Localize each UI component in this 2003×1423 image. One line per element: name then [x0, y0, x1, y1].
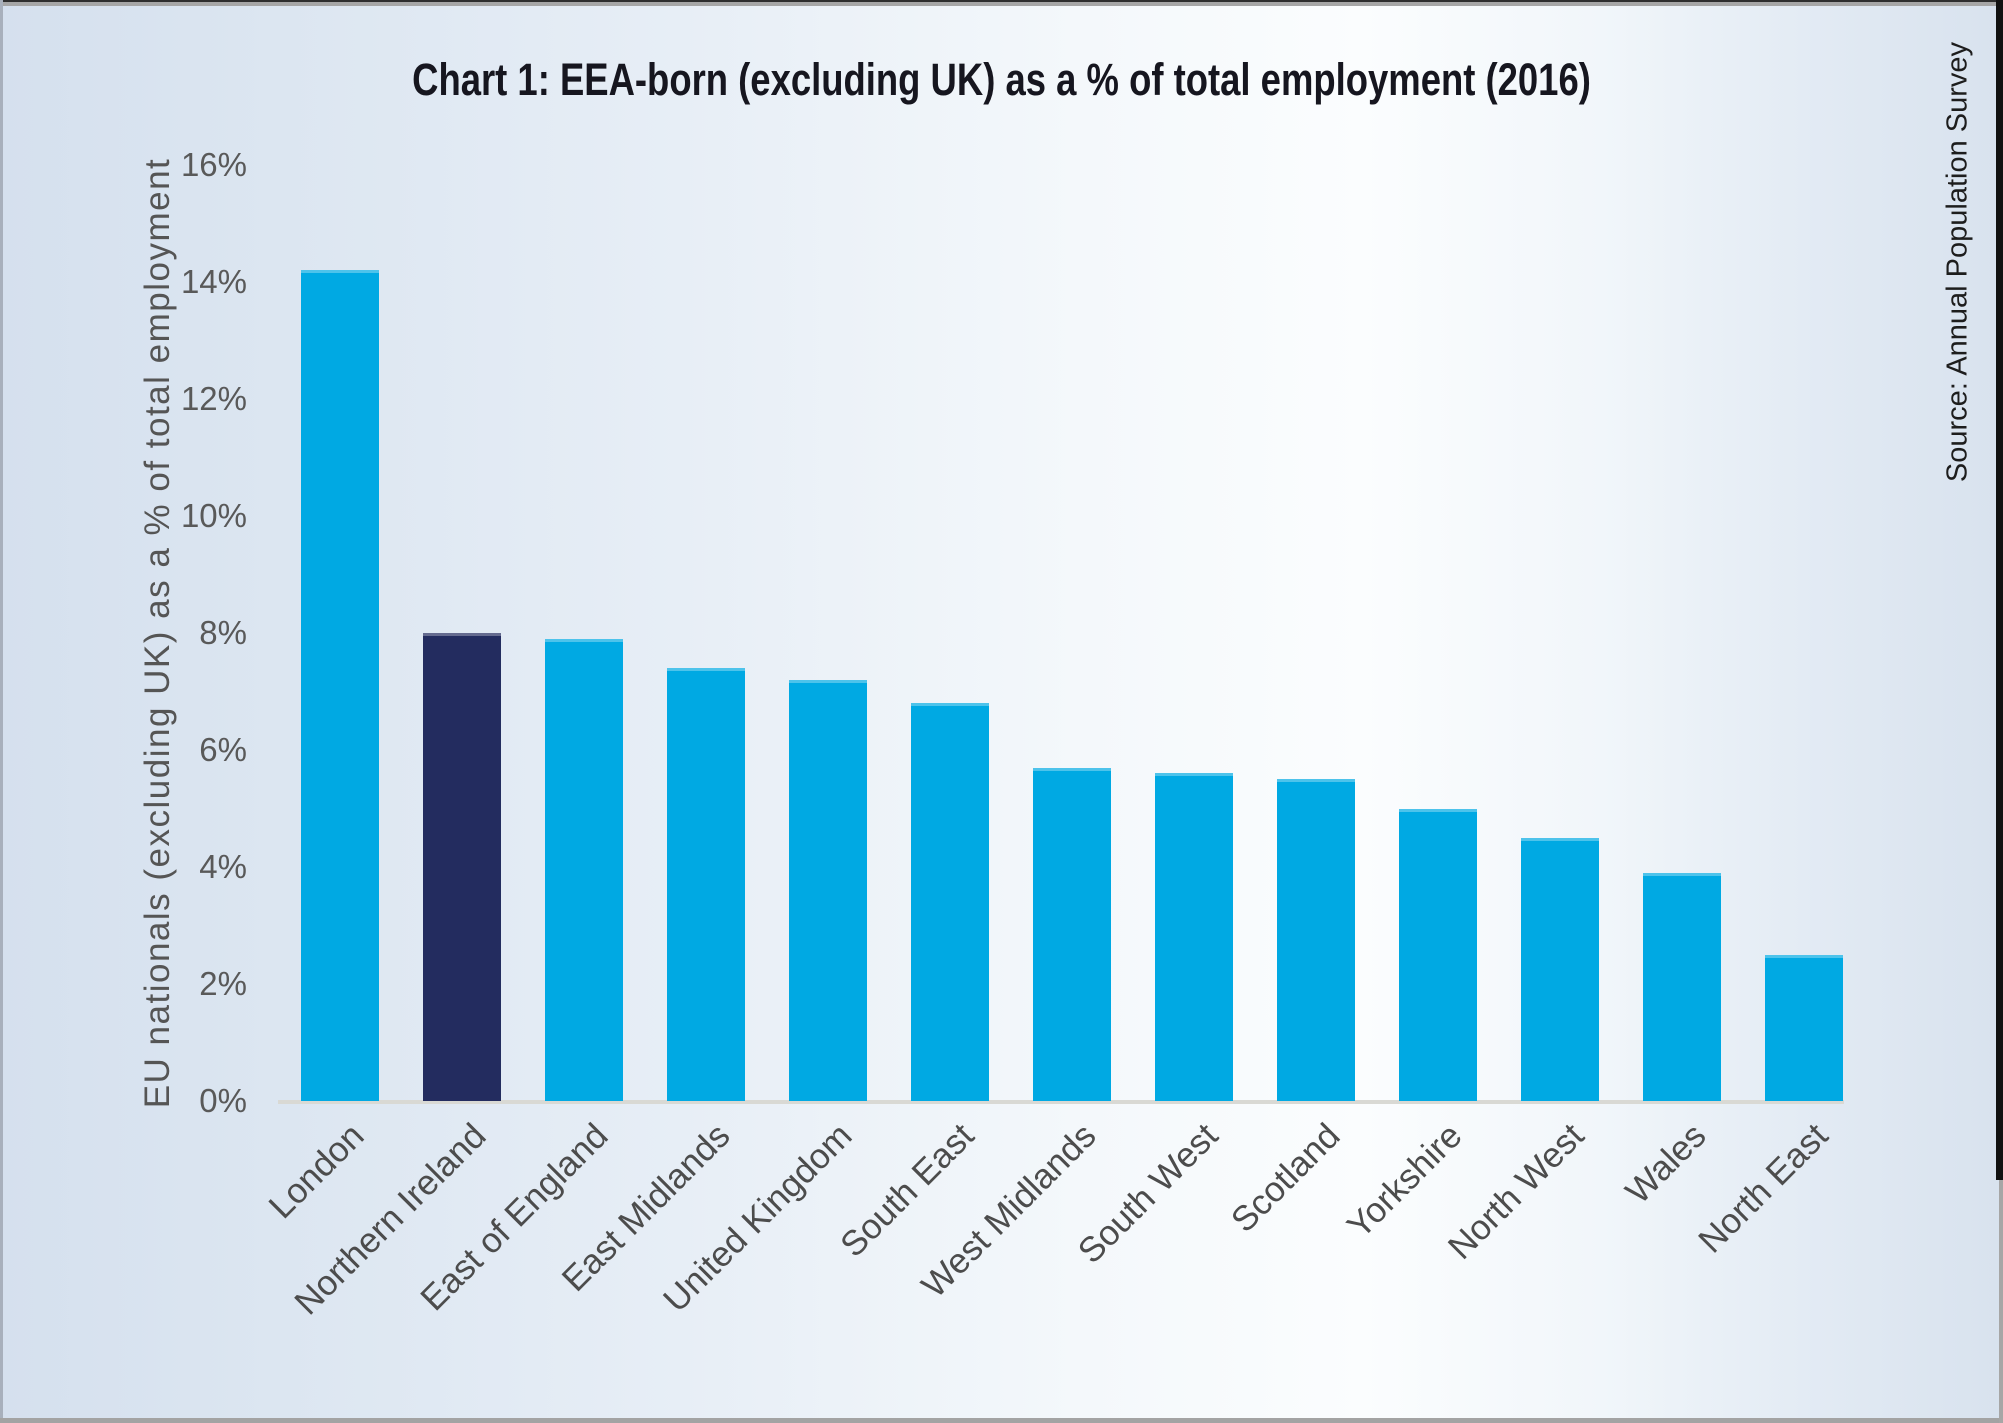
y-tick-label-6-: 6% [199, 731, 247, 768]
bar-scotland [1277, 779, 1355, 1101]
y-tick-label-14-: 14% [180, 263, 247, 300]
y-tick-label-4-: 4% [199, 848, 247, 885]
bar-east-midlands [667, 668, 745, 1101]
bar-south-east [911, 703, 989, 1101]
bar-north-west [1521, 837, 1599, 1101]
y-tick-label-2-: 2% [199, 965, 247, 1002]
bar-northern-ireland [423, 633, 501, 1101]
frame-border-bottom [0, 1418, 2003, 1423]
bar-united-kingdom [789, 679, 867, 1101]
right-edge-shadow [1996, 0, 2003, 1180]
y-tick-label-8-: 8% [199, 614, 247, 651]
y-tick-label-10-: 10% [180, 497, 247, 534]
bar-yorkshire [1399, 808, 1477, 1101]
y-tick-label-16-: 16% [180, 146, 247, 183]
x-axis-line [278, 1100, 1844, 1104]
y-tick-label-12-: 12% [180, 380, 247, 417]
bar-south-west [1155, 773, 1233, 1101]
bar-east-of-england [545, 638, 623, 1101]
bar-west-midlands [1033, 767, 1111, 1101]
bar-london [301, 270, 379, 1101]
chart-title: Chart 1: EEA-born (excluding UK) as a % … [412, 54, 1591, 105]
bar-wales [1643, 872, 1721, 1101]
y-tick-label-0-: 0% [199, 1082, 247, 1119]
source-note: Source: Annual Population Survey [1941, 41, 1974, 483]
bar-north-east [1765, 954, 1843, 1101]
frame-border-top [0, 0, 2003, 6]
frame-border-left [0, 0, 3, 1423]
